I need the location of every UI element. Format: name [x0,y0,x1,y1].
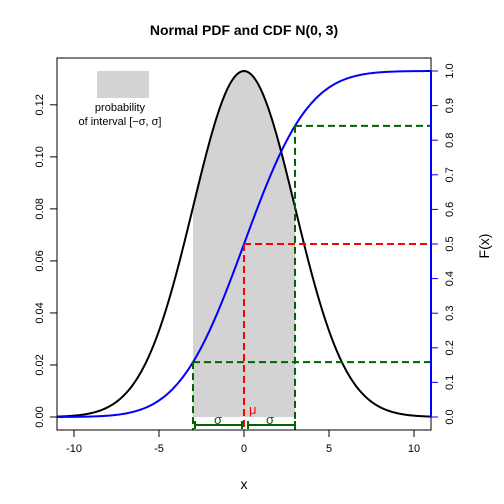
left-y-tick-label: 0.10 [34,146,46,167]
x-tick-label: -5 [154,443,164,455]
x-tick-label: 5 [326,443,332,455]
x-tick-label: 10 [408,443,420,455]
left-y-tick-label: 0.12 [34,94,46,115]
right-y-tick-label: 0.4 [444,271,456,286]
x-tick-label: 0 [241,443,247,455]
right-y-axis-label: F(x) [476,234,492,259]
right-y-tick-label: 0.7 [444,167,456,182]
left-y-tick-label: 0.00 [34,406,46,427]
right-y-tick-label: 0.2 [444,340,456,355]
x-tick-label: -10 [66,443,82,455]
legend-label-line2: of interval [−σ, σ] [79,116,162,128]
chart-title: Normal PDF and CDF N(0, 3) [150,22,338,38]
right-y-tick-label: 1.0 [444,63,456,78]
x-axis: -10 -5 0 5 10 [66,430,420,455]
pdf-series [56,70,432,418]
right-y-tick-label: 0.9 [444,98,456,113]
pdf-curve [56,70,432,418]
legend-swatch [97,71,149,98]
left-y-tick-label: 0.04 [34,302,46,323]
sigma-left-label: σ [214,412,222,427]
sigma-right-label: σ [266,412,274,427]
left-y-tick-label: 0.02 [34,354,46,375]
right-y-tick-label: 0.0 [444,409,456,424]
legend-label-line1: probability [95,102,146,114]
x-axis-label: x [241,476,248,492]
mu-label: μ [249,402,257,417]
quantile-guides [192,124,431,430]
left-y-tick-label: 0.06 [34,250,46,271]
right-y-tick-label: 0.6 [444,202,456,217]
right-y-tick-label: 0.1 [444,375,456,390]
left-y-axis: 0.00 0.02 0.04 0.06 0.08 0.10 0.12 [34,94,57,428]
right-y-tick-label: 0.5 [444,236,456,251]
left-y-tick-label: 0.08 [34,198,46,219]
right-y-tick-label: 0.8 [444,133,456,148]
legend: probability of interval [−σ, σ] [79,71,162,128]
right-y-axis: 0.0 0.1 0.2 0.3 0.4 0.5 0.6 0.7 0.8 0.9 1.0 [430,63,456,425]
right-y-tick-label: 0.3 [444,306,456,321]
